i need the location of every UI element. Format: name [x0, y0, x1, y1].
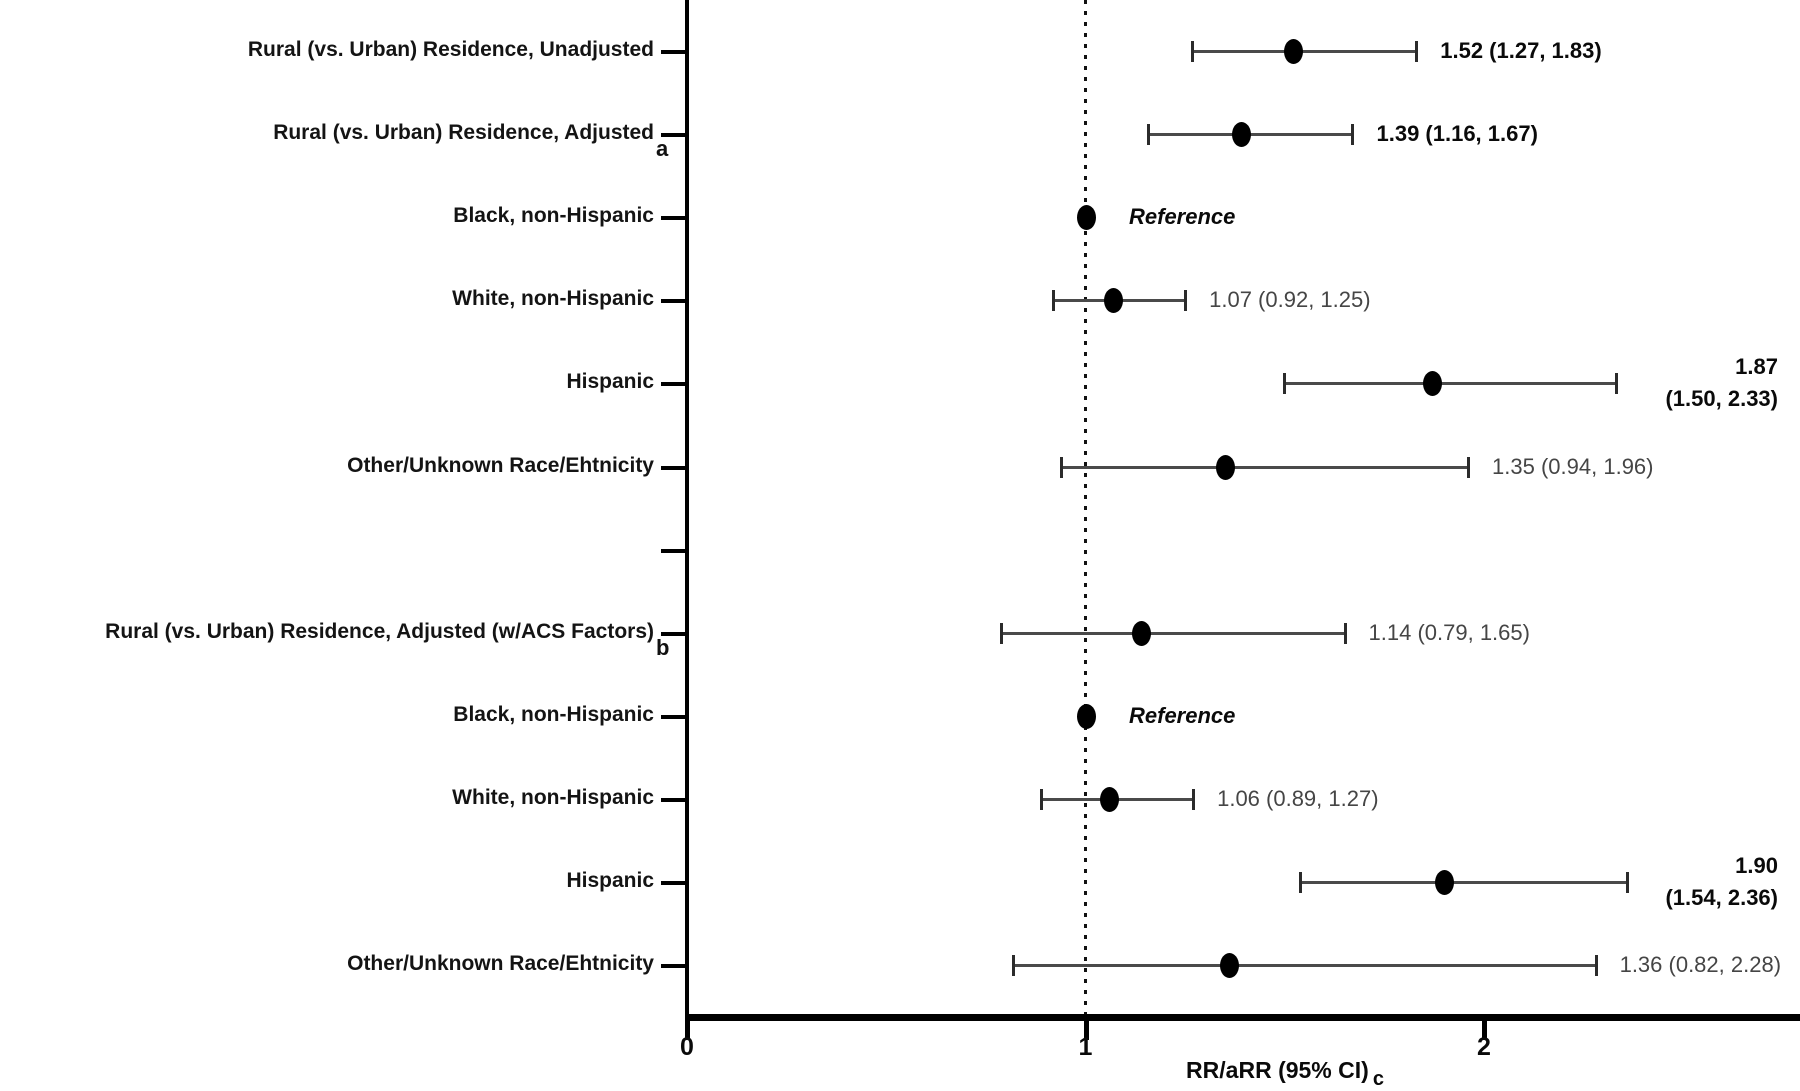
value-label: 1.90 (1.54, 2.36)	[1665, 850, 1778, 914]
ci-cap-right	[1594, 955, 1598, 977]
point-marker	[1423, 371, 1443, 397]
value-label: 1.87 (1.50, 2.33)	[1665, 351, 1778, 415]
ci-cap-right	[1467, 456, 1471, 478]
x-axis-title-subscript: c	[1372, 1068, 1384, 1090]
x-axis-title: RR/aRR (95% CI) c	[1186, 1057, 1384, 1090]
ci-line	[1284, 382, 1616, 386]
row-label: Black, non-Hispanic	[453, 703, 654, 727]
row-label: Rural (vs. Urban) Residence, Unadjusted	[248, 38, 654, 62]
point-marker	[1283, 39, 1303, 64]
x-axis-tick-label: 1	[1078, 1033, 1093, 1061]
ci-line	[1013, 964, 1596, 968]
row-label: Other/Unknown Race/Ehtnicity	[347, 952, 654, 976]
value-label: 1.52 (1.27, 1.83)	[1440, 38, 1602, 63]
ci-line	[1001, 631, 1345, 635]
point-marker	[1100, 786, 1120, 812]
ci-cap-left	[1282, 373, 1286, 395]
point-marker	[1435, 870, 1455, 895]
row-axis-tick	[661, 881, 687, 885]
row-label-text: Hispanic	[566, 869, 654, 892]
row-label: Black, non-Hispanic	[453, 204, 654, 228]
row-axis-tick	[661, 797, 687, 802]
row-label-text: White, non-Hispanic	[452, 287, 654, 311]
row-label: Hispanic	[566, 869, 654, 893]
value-label: 1.36 (0.82, 2.28)	[1619, 952, 1782, 978]
x-axis-tick	[1083, 1014, 1089, 1040]
row-label-text: Hispanic	[566, 370, 654, 394]
value-label: 1.06 (0.89, 1.27)	[1217, 785, 1379, 811]
row-label-text: White, non-Hispanic	[452, 785, 654, 809]
row-label-text: Black, non-Hispanic	[453, 204, 654, 228]
point-marker	[1076, 703, 1096, 729]
value-label-line: 1.90	[1735, 853, 1778, 878]
row-axis-tick	[661, 216, 687, 221]
row-axis-tick	[661, 299, 687, 304]
row-label-text: Other/Unknown Race/Ehtnicity	[347, 453, 654, 477]
y-axis-line	[685, 0, 689, 1021]
ci-cap-right	[1343, 622, 1347, 644]
row-axis-tick	[661, 465, 687, 470]
x-axis-tick	[685, 1014, 690, 1040]
ci-cap-left	[1011, 955, 1015, 977]
row-label-text: Rural (vs. Urban) Residence, Adjusted	[273, 121, 654, 145]
row-label: Rural (vs. Urban) Residence, Adjusted a	[273, 121, 668, 161]
value-label-line: (1.54, 2.36)	[1665, 885, 1778, 910]
ci-cap-left	[1191, 41, 1195, 62]
x-axis-tick-label: 0	[680, 1033, 694, 1061]
value-label: Reference	[1129, 204, 1236, 230]
ci-cap-left	[1039, 788, 1043, 810]
row-label: Other/Unknown Race/Ehtnicity	[347, 454, 654, 478]
x-axis-tick-label: 2	[1477, 1033, 1491, 1061]
ci-cap-right	[1192, 788, 1196, 810]
ci-cap-left	[1147, 124, 1151, 146]
ci-cap-right	[1184, 290, 1188, 312]
ci-line	[1300, 881, 1628, 884]
value-label-line: (1.50, 2.33)	[1665, 386, 1778, 412]
ci-cap-left	[1298, 872, 1302, 893]
value-label-line: 1.87	[1735, 354, 1778, 380]
row-axis-tick	[661, 631, 687, 636]
x-axis-title-text: RR/aRR (95% CI)	[1186, 1057, 1369, 1083]
row-label: White, non-Hispanic	[452, 786, 654, 810]
row-label-text: Rural (vs. Urban) Residence, Unadjusted	[247, 38, 654, 61]
ci-cap-right	[1626, 872, 1630, 893]
row-axis-tick	[661, 714, 687, 719]
ci-line	[1061, 465, 1469, 469]
row-label: Hispanic	[566, 370, 654, 394]
row-axis-tick	[661, 133, 687, 138]
row-axis-tick	[661, 964, 687, 969]
point-marker	[1076, 205, 1096, 231]
ci-cap-right	[1351, 124, 1355, 146]
row-label-subscript: a	[656, 136, 669, 162]
row-axis-tick	[661, 50, 687, 54]
reference-dotted-line	[1084, 0, 1087, 1014]
point-marker	[1231, 122, 1251, 148]
point-marker	[1132, 620, 1152, 646]
value-label: 1.35 (0.94, 1.96)	[1492, 453, 1654, 479]
value-label: Reference	[1129, 702, 1236, 728]
point-marker	[1219, 953, 1239, 979]
ci-cap-right	[1614, 373, 1618, 395]
ci-cap-right	[1415, 41, 1419, 62]
row-label-text: Other/Unknown Race/Ehtnicity	[347, 952, 654, 976]
x-axis-line	[685, 1014, 1800, 1021]
value-label: 1.07 (0.92, 1.25)	[1209, 287, 1371, 313]
row-label-subscript: b	[656, 634, 670, 660]
row-label: White, non-Hispanic	[452, 287, 654, 311]
ci-cap-left	[1051, 290, 1055, 312]
point-marker	[1215, 454, 1235, 480]
row-label-text: Black, non-Hispanic	[453, 702, 654, 726]
value-label: 1.14 (0.79, 1.65)	[1368, 619, 1530, 645]
point-marker	[1104, 288, 1124, 314]
row-axis-tick	[661, 548, 687, 553]
ci-cap-left	[1059, 456, 1063, 478]
x-axis-tick	[1482, 1014, 1487, 1040]
row-axis-tick	[661, 382, 687, 387]
row-label-text: Rural (vs. Urban) Residence, Adjusted (w…	[105, 619, 654, 643]
ci-line	[1193, 50, 1417, 53]
ci-cap-left	[999, 622, 1003, 644]
row-label: Rural (vs. Urban) Residence, Adjusted (w…	[105, 619, 669, 660]
value-label: 1.39 (1.16, 1.67)	[1376, 121, 1538, 147]
